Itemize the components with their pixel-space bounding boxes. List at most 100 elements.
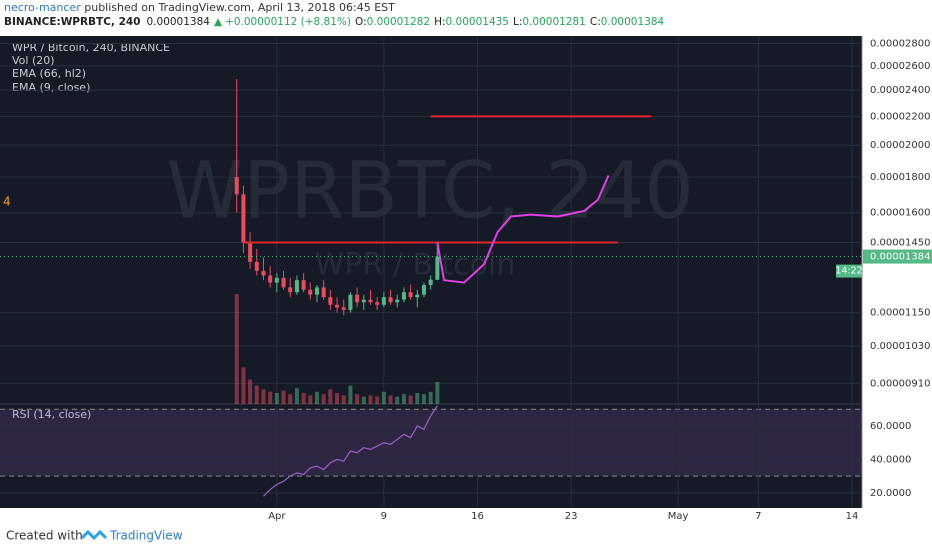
- candle-body: [415, 294, 420, 298]
- candle-body: [341, 307, 346, 310]
- candle-body: [368, 299, 373, 303]
- candle-body: [314, 287, 319, 295]
- h-label: H:: [434, 16, 445, 28]
- x-axis: [0, 508, 932, 525]
- candle-body: [248, 242, 253, 262]
- y-tick-label: 0.00002600: [870, 61, 930, 72]
- volume-bar: [248, 379, 253, 404]
- volume-bar: [395, 396, 400, 404]
- y-tick-label: 0.00001450: [870, 237, 930, 248]
- candle-body: [375, 302, 380, 305]
- candle-body: [261, 270, 266, 276]
- countdown-tag: [836, 264, 862, 278]
- candle-body: [381, 297, 386, 305]
- footer-brand[interactable]: TradingView: [109, 529, 183, 543]
- price-tag: [863, 249, 932, 264]
- candle-body: [388, 297, 393, 303]
- y-tick-label: 60.0000: [870, 421, 911, 432]
- volume-bar: [314, 391, 319, 404]
- candle-body: [361, 299, 366, 303]
- candle-body: [408, 292, 413, 298]
- y-tick-label: 0.00002400: [870, 85, 930, 96]
- legend-entry: WPR / Bitcoin, 240, BINANCE: [12, 41, 170, 54]
- candle-body: [254, 261, 259, 271]
- o-label: O:: [355, 16, 367, 28]
- volume-bar: [348, 385, 353, 404]
- volume-bar: [308, 395, 313, 404]
- x-tick-label: 7: [755, 511, 761, 522]
- header-line-2: BINANCE:WPRBTC, 240 0.00001384 ▲ +0.0000011…: [4, 16, 665, 28]
- y-tick-label: 0.00002200: [870, 111, 930, 122]
- volume-bar: [335, 393, 340, 404]
- volume-bar: [341, 395, 346, 404]
- legend-entry: Vol (20): [12, 54, 55, 67]
- y-tick-label: 40.0000: [870, 454, 911, 465]
- volume-bar: [274, 393, 279, 404]
- volume-bar: [254, 385, 259, 404]
- candle-body: [328, 297, 333, 305]
- edge-label: 4: [3, 195, 11, 209]
- x-tick-label: 14: [846, 511, 859, 522]
- candle-body: [288, 287, 293, 293]
- legend-entry: EMA (66, hl2): [12, 67, 86, 80]
- y-tick-label: 20.0000: [870, 488, 911, 499]
- candle-body: [281, 277, 286, 288]
- candle-body: [401, 292, 406, 300]
- c-label: C:: [590, 16, 601, 28]
- author[interactable]: necro-mancer: [4, 1, 81, 14]
- candle-body: [321, 287, 326, 298]
- candle-body: [301, 280, 306, 290]
- last: 0.00001384: [147, 16, 211, 28]
- rsi-band: [0, 409, 862, 477]
- volume-bar: [415, 393, 420, 404]
- volume-bar: [421, 394, 426, 404]
- y-tick-label: 0.00001600: [870, 208, 930, 219]
- countdown: 14:22: [835, 266, 862, 277]
- x-tick-label: Apr: [268, 511, 286, 522]
- candle-body: [395, 299, 400, 303]
- chart-background: [0, 36, 862, 508]
- volume-bar: [388, 395, 393, 404]
- volume-bar: [381, 391, 386, 404]
- candle-body: [348, 294, 353, 310]
- volume-bar: [241, 367, 246, 404]
- arrow: ▲: [214, 16, 223, 28]
- published: published on TradingView.com, April 13, …: [81, 1, 395, 14]
- x-tick-label: 23: [565, 511, 578, 522]
- candle-body: [355, 294, 360, 303]
- change: +0.00000112 (+8.81%): [225, 16, 351, 28]
- price-tag-label: 0.00001384: [870, 252, 930, 263]
- x-tick-label: 9: [381, 511, 387, 522]
- o: 0.00001282: [367, 16, 430, 28]
- candle-body: [335, 304, 340, 308]
- volume-bar: [428, 391, 433, 404]
- rsi-line: [263, 405, 438, 497]
- symbol: BINANCE:WPRBTC, 240: [4, 16, 141, 28]
- candle-body: [428, 279, 433, 285]
- volume-bar: [355, 394, 360, 404]
- y-tick-label: 0.00002800: [870, 38, 930, 49]
- y-tick-label: 0.00001800: [870, 172, 930, 183]
- candle-body: [421, 284, 426, 295]
- volume-bar: [321, 394, 326, 404]
- volume-bar: [281, 390, 286, 404]
- volume-bar: [288, 394, 293, 404]
- candle-body: [294, 280, 299, 293]
- y-tick-label: 0.00001150: [870, 308, 930, 319]
- volume-bar: [261, 389, 266, 404]
- volume-bar: [361, 396, 366, 404]
- volume-bar: [401, 394, 406, 404]
- watermark: WPRBTC, 240: [166, 146, 694, 236]
- rsi-legend: RSI (14, close): [12, 408, 91, 421]
- y-tick-label: 0.00002000: [870, 140, 930, 151]
- volume-bar: [294, 388, 299, 404]
- l-label: L:: [513, 16, 522, 28]
- x-tick-label: May: [668, 511, 689, 522]
- logo: [80, 529, 108, 541]
- candle-body: [435, 256, 440, 280]
- l: 0.00001281: [522, 16, 585, 28]
- candle-body: [274, 277, 279, 283]
- volume-bar: [301, 393, 306, 404]
